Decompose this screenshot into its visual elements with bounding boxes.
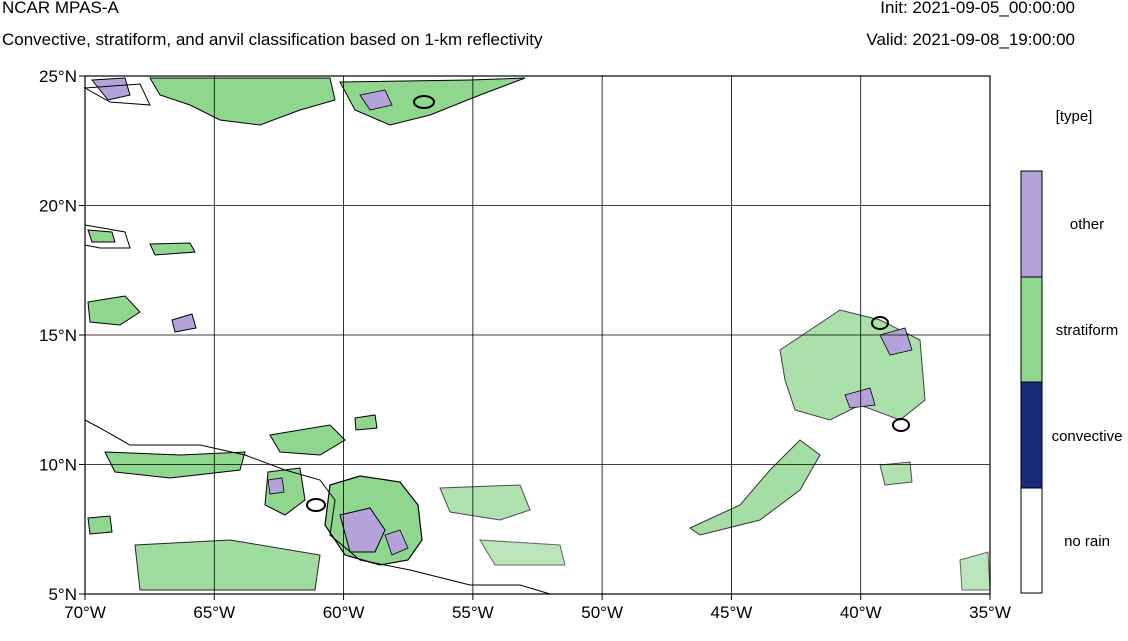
stratiform-region: [339, 77, 526, 126]
stratiform-region: [149, 242, 196, 256]
lat-tick-label: 20°N: [39, 197, 77, 216]
lon-tick-label: 45°W: [711, 603, 753, 622]
stratiform-region: [87, 515, 113, 535]
other-region: [171, 313, 197, 333]
stratiform-region: [104, 451, 246, 479]
lat-tick-label: 5°N: [48, 585, 77, 604]
other-region: [267, 477, 285, 495]
cell-outline: [871, 316, 889, 330]
legend: [type] other stratiform convective no ra…: [1020, 108, 1123, 594]
legend-label-convective: convective: [1052, 428, 1123, 445]
lon-tick-label: 60°W: [323, 603, 365, 622]
cell-outline: [306, 498, 326, 512]
coastline: [84, 419, 551, 595]
stratiform-region: [87, 295, 141, 326]
legend-label-no-rain: no rain: [1064, 533, 1110, 550]
stratiform-region: [149, 77, 336, 126]
cell-outline: [892, 418, 910, 432]
other-region: [384, 529, 409, 556]
stratiform-region: [879, 461, 913, 486]
lat-tick-label: 25°N: [39, 67, 77, 86]
no-rain-outline: [83, 83, 151, 106]
stratiform-region: [439, 484, 531, 521]
longitude-axis: 70°W 65°W 60°W 55°W 50°W 45°W 40°W 35°W: [64, 594, 1011, 622]
lon-tick-label: 35°W: [969, 603, 1011, 622]
other-region: [91, 77, 131, 101]
legend-label-other: other: [1070, 216, 1104, 233]
lat-tick-label: 10°N: [39, 456, 77, 475]
stratiform-region: [479, 539, 566, 566]
lat-tick-label: 15°N: [39, 326, 77, 345]
lon-tick-label: 70°W: [64, 603, 106, 622]
gridlines: [85, 76, 990, 594]
stratiform-region: [87, 229, 116, 243]
lon-tick-label: 55°W: [452, 603, 494, 622]
legend-swatch-other: [1020, 170, 1043, 278]
legend-swatch-no-rain: [1020, 487, 1043, 594]
latitude-axis: 25°N 20°N 15°N 10°N 5°N: [39, 67, 85, 604]
lon-tick-label: 40°W: [840, 603, 882, 622]
other-region: [339, 507, 386, 553]
map-title: NCAR MPAS-A: [2, 0, 119, 17]
stratiform-region: [269, 424, 346, 456]
map-subtitle: Convective, stratiform, and anvil classi…: [2, 30, 543, 49]
precip-features: [83, 77, 991, 591]
cell-outline: [413, 95, 435, 109]
no-rain-outline: [84, 224, 131, 249]
valid-time: Valid: 2021-09-08_19:00:00: [866, 30, 1075, 49]
init-time: Init: 2021-09-05_00:00:00: [880, 0, 1075, 17]
legend-swatch-convective: [1020, 381, 1043, 489]
other-region: [359, 89, 393, 111]
lon-tick-label: 50°W: [581, 603, 623, 622]
legend-label-stratiform: stratiform: [1056, 322, 1119, 339]
other-region: [844, 387, 876, 409]
legend-title: [type]: [1056, 108, 1093, 125]
lon-tick-label: 65°W: [193, 603, 235, 622]
stratiform-region: [688, 439, 821, 536]
stratiform-region: [354, 414, 378, 431]
legend-swatch-stratiform: [1020, 276, 1043, 383]
